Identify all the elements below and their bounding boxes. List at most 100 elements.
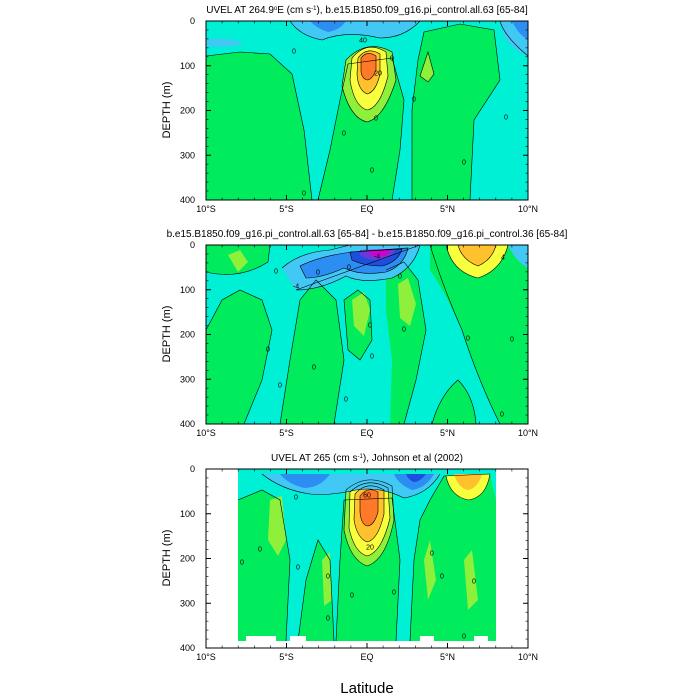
contour-label: 0: [312, 365, 316, 372]
y-tick-label: 200: [180, 106, 195, 116]
positive-region: [386, 262, 426, 424]
positive-region: [420, 52, 434, 82]
y-axis-label: DEPTH (m): [161, 306, 173, 363]
contour-label: 0: [278, 383, 282, 390]
contour-label: 20: [366, 545, 374, 552]
missing-data-gap: [420, 636, 434, 641]
contour-label: 0: [370, 354, 374, 361]
contour-label: -4: [374, 254, 380, 261]
panel-3-title: UVEL AT 265 (cm s-1), Johnson et al (200…: [271, 453, 463, 464]
contour-lines: [206, 21, 528, 200]
x-tick-label: 10°S: [196, 204, 216, 214]
contour-label: 0: [462, 634, 466, 641]
positive-region: [430, 245, 528, 424]
y-axis-label: DEPTH (m): [161, 82, 173, 139]
positive-region: [268, 496, 286, 556]
panel-3: UVEL AT 265 (cm s-1), Johnson et al (200…: [161, 453, 538, 662]
x-tick-label: 10°N: [518, 428, 538, 438]
contour-label: 0: [440, 574, 444, 581]
x-tick-label: 10°S: [196, 428, 216, 438]
contour-label: 0: [398, 274, 402, 281]
y-tick-label: 200: [180, 554, 195, 564]
contour-label: 0: [344, 397, 348, 404]
y-tick-label: 0: [190, 240, 195, 250]
y-tick-label: 300: [180, 598, 195, 608]
contour-label: 0: [402, 327, 406, 334]
contour-label: 0: [294, 495, 298, 502]
contour-label: 0: [374, 116, 378, 123]
contour-label: 60: [363, 493, 371, 500]
positive-region: [412, 24, 500, 200]
y-tick-label: 100: [180, 509, 195, 519]
panel-2-field: [206, 245, 528, 424]
negative-region: [368, 249, 392, 257]
positive-region: [424, 540, 436, 600]
contour-labels: -4 0 0 -4 0 4 0 0 0 0 0 0 0 0 0 0 0: [266, 254, 514, 419]
contour-label: 0: [292, 49, 296, 56]
contour-label: 0: [266, 347, 270, 354]
positive-region: [322, 552, 332, 606]
positive-region: [206, 52, 312, 200]
missing-data-gaps: [246, 636, 488, 641]
contour-label: 0: [350, 593, 354, 600]
missing-data-gap: [290, 636, 306, 641]
negative-region: [406, 474, 426, 482]
y-tick-label: 300: [180, 374, 195, 384]
contour-lines: [206, 245, 509, 424]
y-axis-label: DEPTH (m): [161, 530, 173, 587]
panel-3-field: [238, 469, 496, 641]
y-tick-label: 0: [190, 16, 195, 26]
contour-label: 0: [326, 574, 330, 581]
contour-label: 0: [504, 115, 508, 122]
x-tick-label: 5°S: [279, 652, 294, 662]
x-axis-label: Latitude: [340, 680, 393, 697]
negative-region: [280, 474, 330, 488]
positive-region: [464, 550, 478, 610]
contour-label: 0: [370, 168, 374, 175]
contour-label: 0: [466, 336, 470, 343]
contour-label: 40: [359, 38, 367, 45]
x-tick-label: 5°S: [279, 428, 294, 438]
contour-label: 0: [274, 269, 278, 276]
positive-region: [432, 380, 476, 424]
positive-region: [352, 292, 370, 336]
contour-label: 0: [258, 547, 262, 554]
contour-labels: 0 60 20 0 0 0 0 0 0 0 0 0 0 0: [240, 493, 476, 641]
positive-region: [206, 290, 272, 424]
y-tick-label: 400: [180, 643, 195, 653]
contour-label: 0: [462, 160, 466, 167]
contour-label: 0: [390, 56, 394, 63]
positive-region: [398, 278, 416, 326]
negative-region: [310, 21, 346, 32]
positive-region: [361, 53, 376, 80]
missing-data-gap: [246, 636, 276, 641]
positive-region: [454, 474, 482, 490]
x-tick-label: EQ: [360, 652, 373, 662]
y-tick-label: 400: [180, 195, 195, 205]
x-tick-label: 5°S: [279, 204, 294, 214]
contour-label: 0: [316, 270, 320, 277]
x-tick-label: 10°N: [518, 204, 538, 214]
panel-1-title: UVEL AT 264.9oE (cm s-1), b.e15.B1850.f0…: [206, 5, 528, 16]
x-tick-label: 10°N: [518, 652, 538, 662]
positive-region: [280, 280, 344, 424]
contour-label: 0: [430, 551, 434, 558]
y-tick-label: 400: [180, 419, 195, 429]
contour-label: 0: [368, 323, 372, 330]
contour-label: 0: [472, 579, 476, 586]
x-tick-label: 10°S: [196, 652, 216, 662]
contour-label: 0: [412, 97, 416, 104]
y-tick-label: 100: [180, 285, 195, 295]
contour-label: 0: [392, 590, 396, 597]
contour-label: 0: [326, 616, 330, 623]
y-tick-label: 0: [190, 464, 195, 474]
x-tick-label: 5°N: [440, 204, 455, 214]
x-tick-label: EQ: [360, 204, 373, 214]
contour-label: 0: [500, 412, 504, 419]
contour-label: 4: [501, 255, 505, 262]
panel-2-title: b.e15.B1850.f09_g16.pi_control.all.63 [6…: [167, 229, 568, 240]
